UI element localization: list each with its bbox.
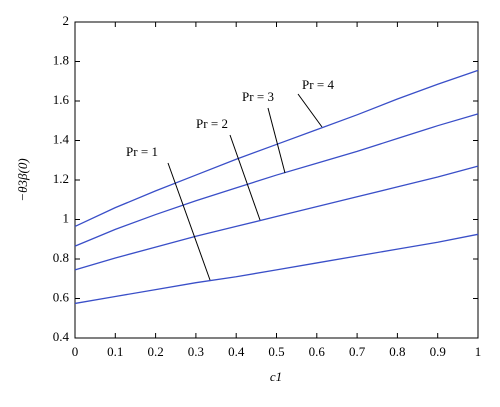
y-tick-label: 0.8 — [53, 250, 69, 265]
y-axis-label: −θ3β(0) — [15, 158, 30, 201]
x-tick-label: 1 — [475, 344, 482, 359]
x-tick-label: 0.2 — [147, 344, 163, 359]
plot-frame — [74, 21, 479, 339]
x-tick-label: 0.9 — [430, 344, 446, 359]
x-tick-label: 0.6 — [309, 344, 326, 359]
x-tick-label: 0.7 — [349, 344, 366, 359]
y-tick-label: 1.6 — [53, 92, 70, 107]
leader-line — [267, 107, 286, 174]
leader-line — [167, 162, 211, 281]
annotation-label: Pr = 3 — [242, 89, 274, 104]
x-tick-label: 0.8 — [389, 344, 405, 359]
series-line — [74, 113, 479, 247]
series-line — [74, 165, 479, 271]
y-tick-label: 1.2 — [53, 171, 69, 186]
x-tick-label: 0.1 — [107, 344, 123, 359]
series-line — [74, 233, 479, 305]
series-line — [74, 69, 479, 228]
x-tick-label: 0.5 — [268, 344, 284, 359]
y-tick-label: 2 — [63, 13, 70, 28]
y-tick-label: 0.6 — [53, 289, 70, 304]
y-tick-label: 1.8 — [53, 52, 69, 67]
y-tick-label: 1.4 — [53, 131, 70, 146]
annotation-label: Pr = 1 — [126, 144, 158, 159]
x-tick-label: 0.3 — [188, 344, 204, 359]
x-tick-label: 0.4 — [228, 344, 245, 359]
x-axis-label: c1 — [270, 369, 282, 384]
annotation-label: Pr = 2 — [196, 116, 228, 131]
x-tick-label: 0 — [72, 344, 79, 359]
leader-line — [297, 93, 323, 128]
leader-line — [229, 134, 261, 221]
y-tick-label: 0.4 — [53, 329, 70, 344]
annotation-label: Pr = 4 — [302, 77, 334, 92]
y-tick-label: 1 — [63, 210, 70, 225]
